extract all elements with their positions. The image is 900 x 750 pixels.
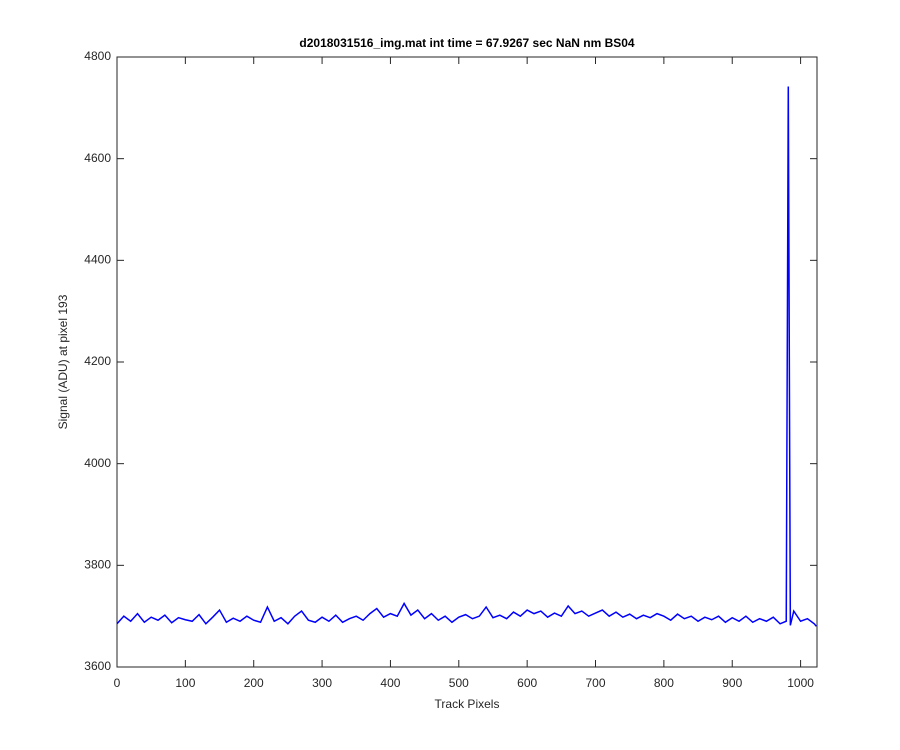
y-axis-label: Signal (ADU) at pixel 193 <box>56 294 70 429</box>
x-tick-label: 800 <box>654 676 674 690</box>
x-tick-label: 100 <box>175 676 195 690</box>
x-tick-label: 300 <box>312 676 332 690</box>
x-tick-label: 700 <box>586 676 606 690</box>
y-tick-label: 4200 <box>84 354 111 368</box>
y-tick-label: 4800 <box>84 49 111 63</box>
data-line <box>116 86 817 627</box>
y-tick-label: 3600 <box>84 659 111 673</box>
x-tick-label: 500 <box>449 676 469 690</box>
y-tick-label: 4600 <box>84 151 111 165</box>
x-axis-label: Track Pixels <box>435 697 500 711</box>
y-tick-label: 4000 <box>84 456 111 470</box>
x-tick-label: 900 <box>722 676 742 690</box>
x-tick-label: 600 <box>517 676 537 690</box>
y-tick-label: 4400 <box>84 253 111 267</box>
x-tick-label: 1000 <box>787 676 814 690</box>
x-tick-label: 0 <box>114 676 121 690</box>
x-tick-label: 200 <box>244 676 264 690</box>
y-tick-label: 3800 <box>84 558 111 572</box>
x-tick-label: 400 <box>380 676 400 690</box>
chart-title: d2018031516_img.mat int time = 67.9267 s… <box>299 36 635 50</box>
